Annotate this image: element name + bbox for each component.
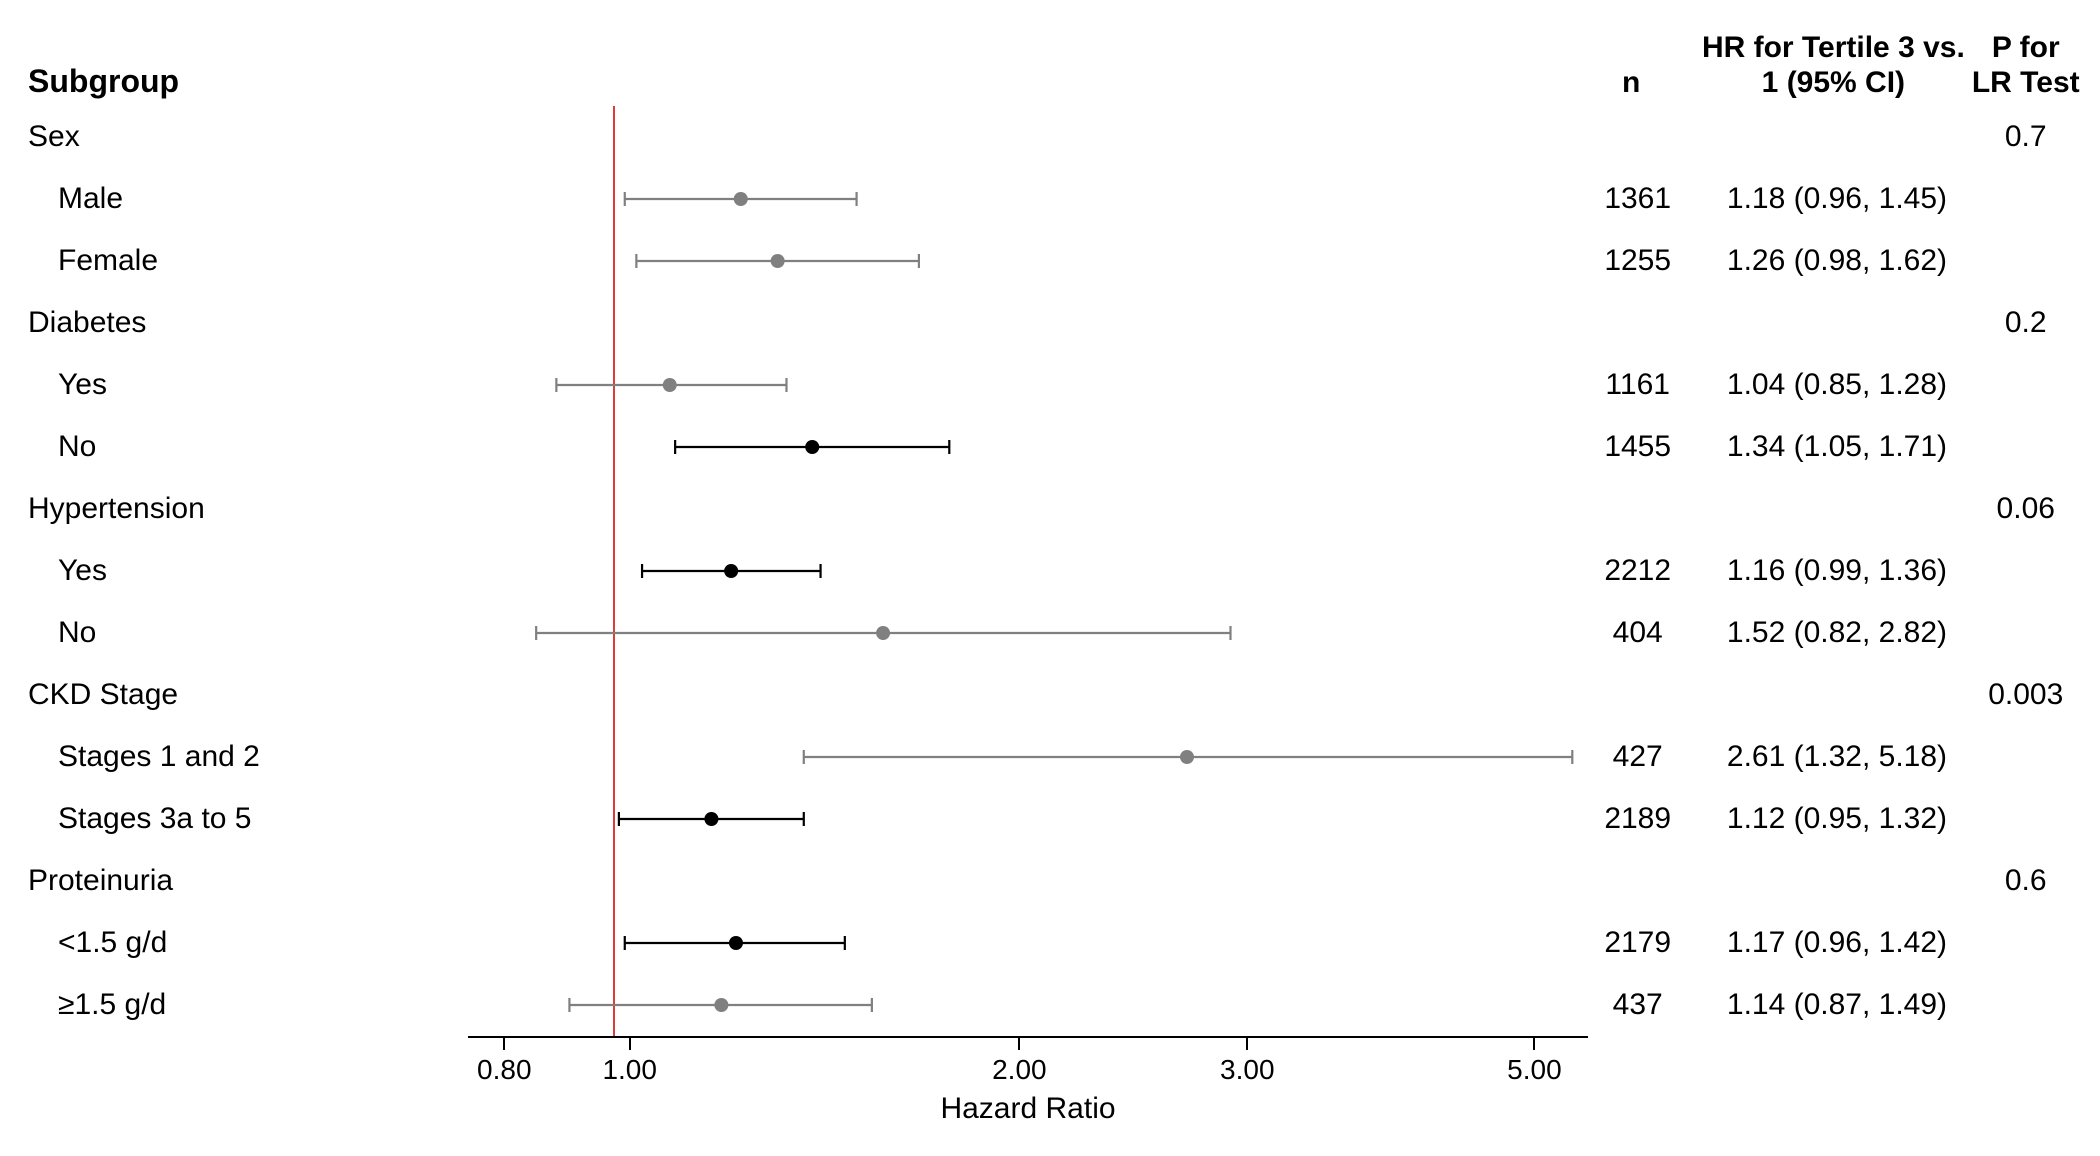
- hr-value: 1.16 (0.99, 1.36): [1701, 554, 1973, 588]
- subgroup-label: ≥1.5 g/d: [20, 988, 486, 1022]
- plot-cell: [462, 850, 1567, 912]
- item-row: Stages 3a to 521891.12 (0.95, 1.32): [20, 788, 2080, 850]
- p-value: 0.06: [1971, 492, 2080, 526]
- axis-tick-label: 5.00: [1507, 1054, 1562, 1086]
- axis-tick: [629, 1036, 631, 1050]
- p-value: 0.003: [1971, 678, 2080, 712]
- item-row: Stages 1 and 24272.61 (1.32, 5.18): [20, 726, 2080, 788]
- x-axis: 0.80 1.00 2.00 3.00 5.00 Hazard Ratio: [468, 1036, 1588, 1136]
- plot-cell: [462, 106, 1567, 168]
- plot-cell: [486, 168, 1575, 230]
- group-row: Sex 0.7: [20, 106, 2080, 168]
- subgroup-label: Stages 1 and 2: [20, 740, 486, 774]
- ci-marker: [486, 540, 1606, 602]
- group-row: Proteinuria 0.6: [20, 850, 2080, 912]
- plot-cell: [486, 354, 1575, 416]
- group-label: CKD Stage: [20, 678, 462, 712]
- hr-value: 1.04 (0.85, 1.28): [1701, 368, 1973, 402]
- ci-marker: [486, 168, 1606, 230]
- plot-cell: [486, 540, 1575, 602]
- plot-cell: [486, 974, 1575, 1036]
- header-subgroup: Subgroup: [20, 63, 462, 100]
- item-row: Male13611.18 (0.96, 1.45): [20, 168, 2080, 230]
- group-label: Proteinuria: [20, 864, 462, 898]
- subgroup-label: Male: [20, 182, 486, 216]
- hr-value: 1.52 (0.82, 2.82): [1701, 616, 1973, 650]
- plot-cell: [486, 230, 1575, 292]
- hr-value: 1.26 (0.98, 1.62): [1701, 244, 1973, 278]
- subgroup-label: <1.5 g/d: [20, 926, 486, 960]
- group-label: Hypertension: [20, 492, 462, 526]
- subgroup-label: Yes: [20, 554, 486, 588]
- ci-marker: [486, 726, 1606, 788]
- plot-cell: [462, 478, 1567, 540]
- axis-tick: [503, 1036, 505, 1050]
- ci-marker: [486, 416, 1606, 478]
- plot-cell: [486, 416, 1575, 478]
- ci-marker: [486, 912, 1606, 974]
- ci-marker: [486, 230, 1606, 292]
- item-row: Yes22121.16 (0.99, 1.36): [20, 540, 2080, 602]
- item-row: ≥1.5 g/d4371.14 (0.87, 1.49): [20, 974, 2080, 1036]
- rows-container: Sex 0.7 Male13611.18 (0.96, 1.45)Female125…: [20, 106, 2080, 1036]
- group-row: CKD Stage 0.003: [20, 664, 2080, 726]
- header-p: P for LR Test: [1971, 31, 2080, 100]
- hr-value: 1.34 (1.05, 1.71): [1701, 430, 1973, 464]
- item-row: Yes11611.04 (0.85, 1.28): [20, 354, 2080, 416]
- axis-tick-label: 3.00: [1220, 1054, 1275, 1086]
- subgroup-label: Stages 3a to 5: [20, 802, 486, 836]
- plot-cell: [486, 726, 1575, 788]
- plot-cell: [462, 292, 1567, 354]
- group-label: Diabetes: [20, 306, 462, 340]
- subgroup-label: Yes: [20, 368, 486, 402]
- hr-value: 1.18 (0.96, 1.45): [1701, 182, 1973, 216]
- plot-cell: [486, 912, 1575, 974]
- plot-cell: [462, 664, 1567, 726]
- p-value: 0.2: [1971, 306, 2080, 340]
- item-row: Female12551.26 (0.98, 1.62): [20, 230, 2080, 292]
- item-row: No14551.34 (1.05, 1.71): [20, 416, 2080, 478]
- subgroup-label: No: [20, 430, 486, 464]
- p-value: 0.7: [1971, 120, 2080, 154]
- axis-baseline: [468, 1036, 1588, 1038]
- ci-marker: [486, 788, 1606, 850]
- axis-tick-label: 2.00: [992, 1054, 1047, 1086]
- axis-tick: [1533, 1036, 1535, 1050]
- hr-value: 1.12 (0.95, 1.32): [1701, 802, 1973, 836]
- axis-tick-label: 0.80: [477, 1054, 532, 1086]
- header-n: n: [1567, 66, 1695, 101]
- ci-marker: [486, 354, 1606, 416]
- hr-value: 2.61 (1.32, 5.18): [1701, 740, 1973, 774]
- hr-value: 1.17 (0.96, 1.42): [1701, 926, 1973, 960]
- item-row: No4041.52 (0.82, 2.82): [20, 602, 2080, 664]
- plot-cell: [486, 788, 1575, 850]
- header-row: Subgroup n HR for Tertile 3 vs. 1 (95% C…: [20, 20, 2080, 106]
- ci-marker: [486, 602, 1606, 664]
- axis-tick: [1018, 1036, 1020, 1050]
- item-row: <1.5 g/d21791.17 (0.96, 1.42): [20, 912, 2080, 974]
- ci-marker: [486, 974, 1606, 1036]
- p-value: 0.6: [1971, 864, 2080, 898]
- subgroup-label: Female: [20, 244, 486, 278]
- hr-value: 1.14 (0.87, 1.49): [1701, 988, 1973, 1022]
- group-label: Sex: [20, 120, 462, 154]
- header-hr: HR for Tertile 3 vs. 1 (95% CI): [1695, 31, 1971, 100]
- forest-plot: Subgroup n HR for Tertile 3 vs. 1 (95% C…: [20, 20, 2080, 1136]
- header-plot-spacer: [462, 20, 1567, 100]
- plot-cell: [486, 602, 1575, 664]
- axis-tick-label: 1.00: [602, 1054, 657, 1086]
- subgroup-label: No: [20, 616, 486, 650]
- axis-title: Hazard Ratio: [940, 1092, 1115, 1126]
- axis-tick: [1246, 1036, 1248, 1050]
- group-row: Diabetes 0.2: [20, 292, 2080, 354]
- group-row: Hypertension 0.06: [20, 478, 2080, 540]
